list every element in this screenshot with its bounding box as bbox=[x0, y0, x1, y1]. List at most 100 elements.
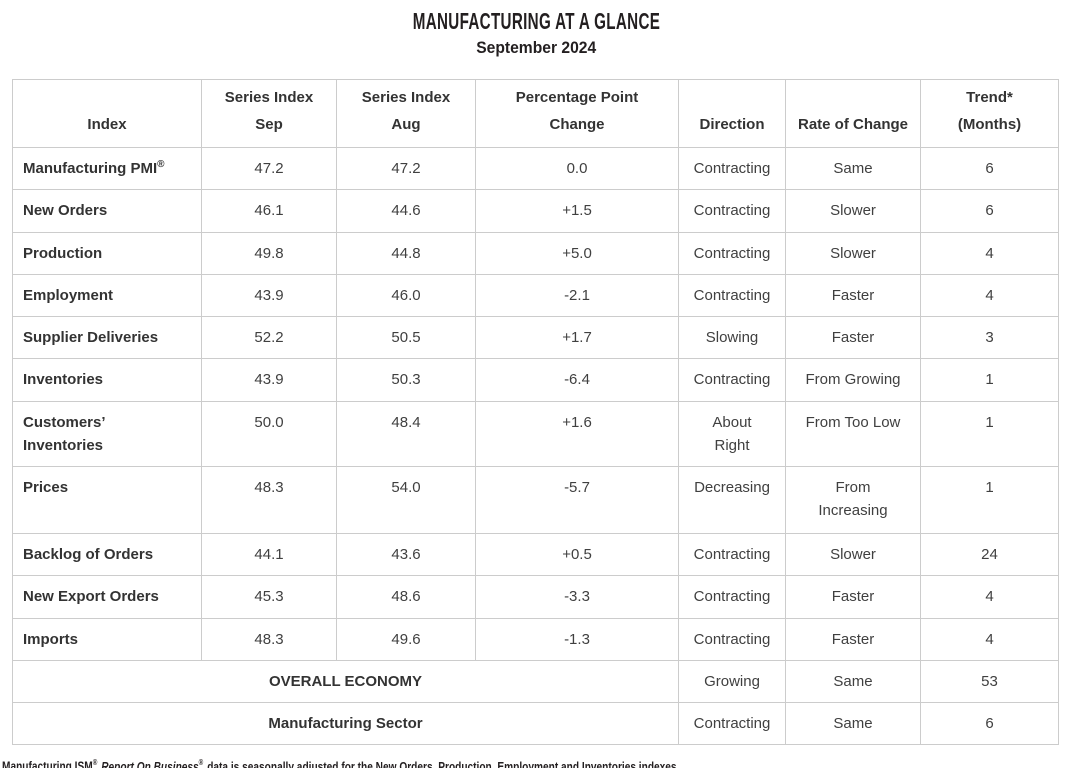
rate-of-change-cell: Slower bbox=[785, 231, 921, 275]
table-row-inventories: Inventories 43.9 50.3 -6.4 Contracting F… bbox=[12, 358, 1059, 402]
table-row-supplier-deliveries: Supplier Deliveries 52.2 50.5 +1.7 Slowi… bbox=[12, 315, 1059, 360]
registered-mark: ® bbox=[92, 758, 98, 768]
direction-cell: Contracting bbox=[678, 532, 786, 577]
column-header-percentage-point-change: Percentage Point Change bbox=[475, 79, 679, 148]
registered-mark: ® bbox=[198, 758, 204, 768]
series-index-aug-cell: 44.6 bbox=[336, 189, 476, 233]
column-header-index: Index bbox=[12, 79, 202, 148]
direction-cell: Contracting bbox=[678, 358, 786, 402]
trend-cell: 4 bbox=[920, 575, 1059, 619]
series-index-aug-cell: 46.0 bbox=[336, 273, 476, 318]
direction-cell: Contracting bbox=[678, 273, 786, 318]
index-cell: Supplier Deliveries bbox=[12, 315, 202, 360]
index-cell: Production bbox=[12, 231, 202, 275]
series-index-sep-cell: 47.2 bbox=[201, 146, 337, 191]
rate-of-change-cell: From Increasing bbox=[785, 466, 921, 534]
series-index-aug-cell: 43.6 bbox=[336, 532, 476, 577]
series-index-aug-cell: 44.8 bbox=[336, 231, 476, 275]
rate-of-change-cell: From Too Low bbox=[785, 400, 921, 467]
column-header-series-index-aug: Series Index Aug bbox=[336, 79, 476, 148]
percentage-point-change-cell: -1.3 bbox=[475, 617, 679, 661]
page-subtitle: September 2024 bbox=[476, 38, 596, 57]
footnotes: Manufacturing ISM® Report On Business® dat… bbox=[2, 754, 1072, 768]
series-index-sep-cell: 44.1 bbox=[201, 532, 337, 577]
trend-cell: 1 bbox=[920, 358, 1059, 402]
series-index-aug-cell: 54.0 bbox=[336, 466, 476, 534]
series-index-sep-cell: 48.3 bbox=[201, 466, 337, 534]
series-index-aug-cell: 49.6 bbox=[336, 617, 476, 661]
table-row-customers-inventories: Customers’ Inventories 50.0 48.4 +1.6 Ab… bbox=[12, 400, 1059, 467]
trend-cell: 1 bbox=[920, 466, 1059, 534]
trend-cell: 6 bbox=[920, 701, 1059, 746]
percentage-point-change-cell: -5.7 bbox=[475, 466, 679, 534]
manufacturing-at-a-glance-table: Index Series Index Sep Series Index Aug … bbox=[12, 79, 1059, 746]
direction-cell: Contracting bbox=[678, 231, 786, 275]
direction-cell: Contracting bbox=[678, 575, 786, 619]
table-row-manufacturing-pmi: Manufacturing PMI® 47.2 47.2 0.0 Contrac… bbox=[12, 146, 1059, 191]
rate-of-change-cell: Faster bbox=[785, 617, 921, 661]
percentage-point-change-cell: -2.1 bbox=[475, 273, 679, 318]
index-cell: Employment bbox=[12, 273, 202, 318]
rate-of-change-cell: Slower bbox=[785, 532, 921, 577]
trend-cell: 4 bbox=[920, 273, 1059, 318]
trend-cell: 4 bbox=[920, 617, 1059, 661]
direction-cell: About Right bbox=[678, 400, 786, 467]
rate-of-change-cell: Faster bbox=[785, 575, 921, 619]
percentage-point-change-cell: 0.0 bbox=[475, 146, 679, 191]
index-cell: Manufacturing PMI® bbox=[12, 146, 202, 191]
index-cell: New Orders bbox=[12, 189, 202, 233]
rate-of-change-cell: From Growing bbox=[785, 358, 921, 402]
series-index-sep-cell: 49.8 bbox=[201, 231, 337, 275]
series-index-aug-cell: 50.3 bbox=[336, 358, 476, 402]
series-index-sep-cell: 48.3 bbox=[201, 617, 337, 661]
direction-cell: Growing bbox=[678, 659, 786, 704]
series-index-sep-cell: 43.9 bbox=[201, 273, 337, 318]
table-row-backlog-of-orders: Backlog of Orders 44.1 43.6 +0.5 Contrac… bbox=[12, 532, 1059, 577]
footnote-rest: data is seasonally adjusted for the New … bbox=[207, 758, 680, 768]
summary-row-manufacturing-sector: Manufacturing Sector Contracting Same 6 bbox=[12, 701, 1059, 746]
series-index-aug-cell: 50.5 bbox=[336, 315, 476, 360]
percentage-point-change-cell: +0.5 bbox=[475, 532, 679, 577]
series-index-aug-cell: 48.6 bbox=[336, 575, 476, 619]
footnote-line-1: Manufacturing ISM® Report On Business® dat… bbox=[2, 754, 1072, 768]
column-header-trend-months: Trend* (Months) bbox=[920, 79, 1059, 148]
direction-cell: Slowing bbox=[678, 315, 786, 360]
percentage-point-change-cell: +5.0 bbox=[475, 231, 679, 275]
rate-of-change-cell: Slower bbox=[785, 189, 921, 233]
page-title: MANUFACTURING AT A GLANCE bbox=[412, 8, 660, 34]
series-index-sep-cell: 45.3 bbox=[201, 575, 337, 619]
rate-of-change-cell: Same bbox=[785, 146, 921, 191]
direction-cell: Decreasing bbox=[678, 466, 786, 534]
footnote-report-on-business: Report On Business bbox=[101, 758, 199, 768]
trend-cell: 3 bbox=[920, 315, 1059, 360]
trend-cell: 4 bbox=[920, 231, 1059, 275]
trend-cell: 6 bbox=[920, 189, 1059, 233]
direction-cell: Contracting bbox=[678, 189, 786, 233]
percentage-point-change-cell: +1.5 bbox=[475, 189, 679, 233]
table-row-employment: Employment 43.9 46.0 -2.1 Contracting Fa… bbox=[12, 273, 1059, 318]
rate-of-change-cell: Faster bbox=[785, 273, 921, 318]
index-cell: Customers’ Inventories bbox=[12, 400, 202, 467]
rate-of-change-cell: Same bbox=[785, 701, 921, 746]
index-cell: Backlog of Orders bbox=[12, 532, 202, 577]
index-cell: New Export Orders bbox=[12, 575, 202, 619]
trend-cell: 24 bbox=[920, 532, 1059, 577]
trend-cell: 53 bbox=[920, 659, 1059, 704]
table-row-new-orders: New Orders 46.1 44.6 +1.5 Contracting Sl… bbox=[12, 189, 1059, 233]
index-cell: Prices bbox=[12, 466, 202, 534]
summary-label-cell: OVERALL ECONOMY bbox=[12, 659, 679, 704]
percentage-point-change-cell: -6.4 bbox=[475, 358, 679, 402]
direction-cell: Contracting bbox=[678, 146, 786, 191]
series-index-sep-cell: 46.1 bbox=[201, 189, 337, 233]
series-index-aug-cell: 47.2 bbox=[336, 146, 476, 191]
series-index-sep-cell: 50.0 bbox=[201, 400, 337, 467]
direction-cell: Contracting bbox=[678, 701, 786, 746]
direction-cell: Contracting bbox=[678, 617, 786, 661]
table-row-prices: Prices 48.3 54.0 -5.7 Decreasing From In… bbox=[12, 466, 1059, 534]
table-row-production: Production 49.8 44.8 +5.0 Contracting Sl… bbox=[12, 231, 1059, 275]
table-row-new-export-orders: New Export Orders 45.3 48.6 -3.3 Contrac… bbox=[12, 575, 1059, 619]
rate-of-change-cell: Faster bbox=[785, 315, 921, 360]
report-header: MANUFACTURING AT A GLANCE September 2024 bbox=[0, 0, 1072, 60]
header-row: Index Series Index Sep Series Index Aug … bbox=[12, 79, 1059, 148]
